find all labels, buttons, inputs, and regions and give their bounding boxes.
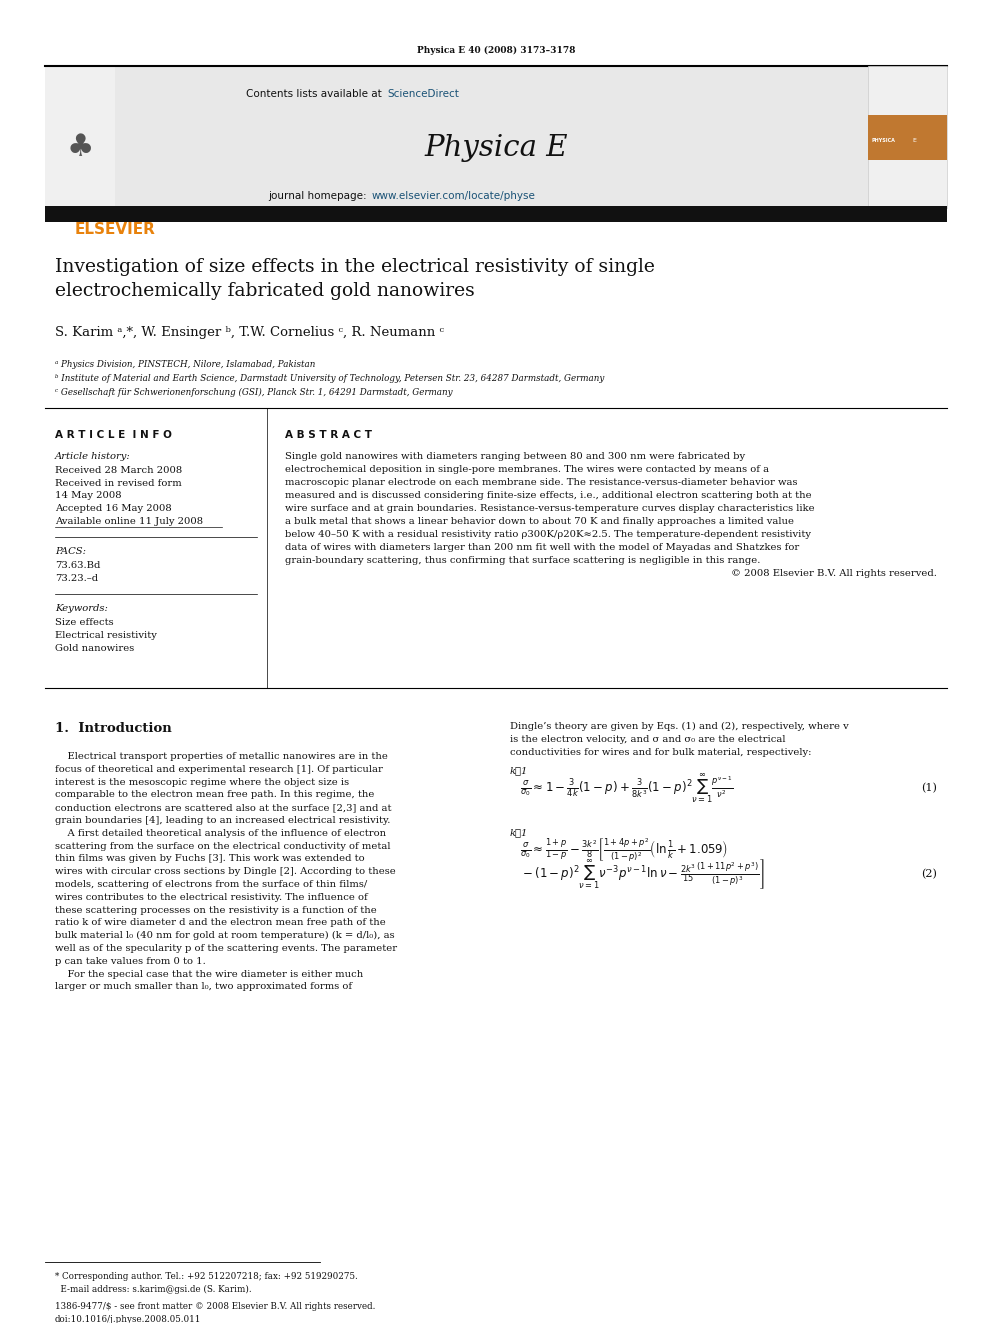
Bar [45,66,115,208]
Text: measured and is discussed considering finite-size effects, i.e., additional elec: measured and is discussed considering fi… [285,491,811,500]
Text: below 40–50 K with a residual resistivity ratio ρ300K/ρ20K≈2.5. The temperature-: below 40–50 K with a residual resistivit… [285,531,811,538]
Text: For the special case that the wire diameter is either much: For the special case that the wire diame… [55,970,363,979]
Text: bulk material l₀ (40 nm for gold at room temperature) (k = d/l₀), as: bulk material l₀ (40 nm for gold at room… [55,931,395,941]
Text: $\frac{\sigma}{\sigma_0} \approx 1 - \frac{3}{4k}(1-p) + \frac{3}{8k^3}(1-p)^2 \: $\frac{\sigma}{\sigma_0} \approx 1 - \fr… [520,771,733,806]
Text: wires with circular cross sections by Dingle [2]. According to these: wires with circular cross sections by Di… [55,867,396,876]
Text: grain boundaries [4], leading to an increased electrical resistivity.: grain boundaries [4], leading to an incr… [55,816,391,826]
Text: Article history:: Article history: [55,452,131,460]
Text: wire surface and at grain boundaries. Resistance-versus-temperature curves displ: wire surface and at grain boundaries. Re… [285,504,814,513]
Text: models, scattering of electrons from the surface of thin films/: models, scattering of electrons from the… [55,880,367,889]
Bar [868,66,947,208]
Text: journal homepage:: journal homepage: [268,191,370,201]
Text: conductivities for wires and for bulk material, respectively:: conductivities for wires and for bulk ma… [510,747,811,757]
Text: 73.63.Bd: 73.63.Bd [55,561,100,570]
Text: $\frac{\sigma}{\sigma_0} \approx \frac{1+p}{1-p} - \frac{3k^2}{8}\left[\frac{1+4: $\frac{\sigma}{\sigma_0} \approx \frac{1… [520,836,728,864]
Text: ᶜ Gesellschaft für Schwerionenforschung (GSI), Planck Str. 1, 64291 Darmstadt, G: ᶜ Gesellschaft für Schwerionenforschung … [55,388,452,397]
Text: conduction electrons are scattered also at the surface [2,3] and at: conduction electrons are scattered also … [55,803,392,812]
Text: 14 May 2008: 14 May 2008 [55,491,122,500]
Text: www.elsevier.com/locate/physe: www.elsevier.com/locate/physe [372,191,536,201]
Text: Physica E: Physica E [425,134,567,161]
Text: 1386-9477/$ - see front matter © 2008 Elsevier B.V. All rights reserved.: 1386-9477/$ - see front matter © 2008 El… [55,1302,375,1311]
Text: E-mail address: s.karim@gsi.de (S. Karim).: E-mail address: s.karim@gsi.de (S. Karim… [55,1285,252,1294]
Text: data of wires with diameters larger than 200 nm fit well with the model of Mayad: data of wires with diameters larger than… [285,542,800,552]
Text: (2): (2) [922,869,937,880]
Text: larger or much smaller than l₀, two approximated forms of: larger or much smaller than l₀, two appr… [55,983,352,991]
Text: (1): (1) [922,783,937,794]
Text: ᵃ Physics Division, PINSTECH, Nilore, Islamabad, Pakistan: ᵃ Physics Division, PINSTECH, Nilore, Is… [55,360,315,369]
Bar [45,206,947,222]
Text: thin films was given by Fuchs [3]. This work was extended to: thin films was given by Fuchs [3]. This … [55,855,365,864]
Text: electrochemically fabricated gold nanowires: electrochemically fabricated gold nanowi… [55,282,475,300]
Text: Contents lists available at: Contents lists available at [246,89,385,99]
Text: Gold nanowires: Gold nanowires [55,644,134,654]
Text: E: E [912,138,916,143]
Text: * Corresponding author. Tel.: +92 512207218; fax: +92 519290275.: * Corresponding author. Tel.: +92 512207… [55,1271,358,1281]
Text: well as of the specularity p of the scattering events. The parameter: well as of the specularity p of the scat… [55,945,397,953]
Text: Investigation of size effects in the electrical resistivity of single: Investigation of size effects in the ele… [55,258,655,277]
Text: doi:10.1016/j.physe.2008.05.011: doi:10.1016/j.physe.2008.05.011 [55,1315,201,1323]
Text: Available online 11 July 2008: Available online 11 July 2008 [55,517,203,527]
Text: p can take values from 0 to 1.: p can take values from 0 to 1. [55,957,205,966]
Text: grain-boundary scattering, thus confirming that surface scattering is negligible: grain-boundary scattering, thus confirmi… [285,556,761,565]
Text: scattering from the surface on the electrical conductivity of metal: scattering from the surface on the elect… [55,841,391,851]
Text: interest is the mesoscopic regime where the object size is: interest is the mesoscopic regime where … [55,778,349,787]
Text: ELSEVIER: ELSEVIER [74,222,156,238]
Text: ScienceDirect: ScienceDirect [387,89,459,99]
Text: Single gold nanowires with diameters ranging between 80 and 300 nm were fabricat: Single gold nanowires with diameters ran… [285,452,745,460]
Bar [65,66,905,210]
Text: Electrical resistivity: Electrical resistivity [55,631,157,640]
Text: ratio k of wire diameter d and the electron mean free path of the: ratio k of wire diameter d and the elect… [55,918,386,927]
Text: Received 28 March 2008: Received 28 March 2008 [55,466,183,475]
Text: Electrical transport properties of metallic nanowires are in the: Electrical transport properties of metal… [55,751,388,761]
Bar [868,115,947,160]
Text: Dingle’s theory are given by Eqs. (1) and (2), respectively, where v: Dingle’s theory are given by Eqs. (1) an… [510,722,849,732]
Text: $\left.-(1-p)^2\sum_{\nu=1}^{\infty}\nu^{-3}p^{\nu-1}\ln\nu - \frac{2k^3}{15}\fr: $\left.-(1-p)^2\sum_{\nu=1}^{\infty}\nu^… [520,857,765,892]
Text: A R T I C L E  I N F O: A R T I C L E I N F O [55,430,172,441]
Text: Received in revised form: Received in revised form [55,479,182,488]
Text: comparable to the electron mean free path. In this regime, the: comparable to the electron mean free pat… [55,790,374,799]
Text: 1.  Introduction: 1. Introduction [55,722,172,736]
Text: Accepted 16 May 2008: Accepted 16 May 2008 [55,504,172,513]
Text: Size effects: Size effects [55,618,114,627]
Text: wires contributes to the electrical resistivity. The influence of: wires contributes to the electrical resi… [55,893,368,902]
Text: © 2008 Elsevier B.V. All rights reserved.: © 2008 Elsevier B.V. All rights reserved… [731,569,937,578]
Text: PHYSICA: PHYSICA [872,138,896,143]
Text: PACS:: PACS: [55,546,86,556]
Text: focus of theoretical and experimental research [1]. Of particular: focus of theoretical and experimental re… [55,765,383,774]
Text: A B S T R A C T: A B S T R A C T [285,430,372,441]
Text: electrochemical deposition in single-pore membranes. The wires were contacted by: electrochemical deposition in single-por… [285,464,769,474]
Text: S. Karim ᵃ,*, W. Ensinger ᵇ, T.W. Cornelius ᶜ, R. Neumann ᶜ: S. Karim ᵃ,*, W. Ensinger ᵇ, T.W. Cornel… [55,325,444,339]
Text: macroscopic planar electrode on each membrane side. The resistance-versus-diamet: macroscopic planar electrode on each mem… [285,478,798,487]
Text: A first detailed theoretical analysis of the influence of electron: A first detailed theoretical analysis of… [55,828,386,837]
Text: ᵇ Institute of Material and Earth Science, Darmstadt University of Technology, P: ᵇ Institute of Material and Earth Scienc… [55,374,604,382]
Text: 73.23.–d: 73.23.–d [55,574,98,583]
Text: k≪1: k≪1 [510,828,529,837]
Text: these scattering processes on the resistivity is a function of the: these scattering processes on the resist… [55,906,377,914]
Text: k≫1: k≫1 [510,766,529,775]
Text: is the electron velocity, and σ and σ₀ are the electrical: is the electron velocity, and σ and σ₀ a… [510,734,786,744]
Text: Keywords:: Keywords: [55,605,108,613]
Text: a bulk metal that shows a linear behavior down to about 70 K and finally approac: a bulk metal that shows a linear behavio… [285,517,794,527]
Text: Physica E 40 (2008) 3173–3178: Physica E 40 (2008) 3173–3178 [417,45,575,54]
Text: ♣: ♣ [66,134,93,163]
